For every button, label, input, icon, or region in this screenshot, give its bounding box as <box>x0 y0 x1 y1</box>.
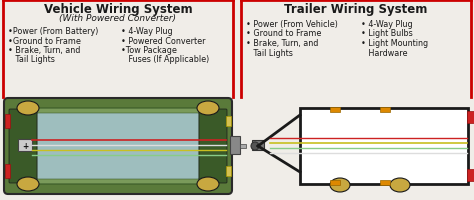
FancyBboxPatch shape <box>4 99 232 194</box>
Text: • Ground to Frame: • Ground to Frame <box>246 29 321 38</box>
Ellipse shape <box>17 177 39 191</box>
Bar <box>240 144 246 148</box>
Bar <box>467 169 474 181</box>
Text: Trailer Wiring System: Trailer Wiring System <box>284 2 428 15</box>
Bar <box>467 111 474 123</box>
Ellipse shape <box>17 101 39 115</box>
Ellipse shape <box>197 101 219 115</box>
Text: • Powered Converter: • Powered Converter <box>121 36 206 45</box>
Text: • Light Bulbs: • Light Bulbs <box>361 29 413 38</box>
Text: •Ground to Frame: •Ground to Frame <box>8 36 81 45</box>
Bar <box>330 180 340 185</box>
Text: Vehicle Wiring System: Vehicle Wiring System <box>44 2 192 15</box>
Bar <box>5 114 10 128</box>
Bar <box>226 116 231 126</box>
Bar <box>230 136 240 154</box>
Text: • Brake, Turn, and: • Brake, Turn, and <box>246 39 319 48</box>
Bar <box>380 107 390 112</box>
Circle shape <box>251 142 259 150</box>
Bar <box>380 180 390 185</box>
Text: Tail Lights: Tail Lights <box>8 55 55 64</box>
Text: • Power (From Vehicle): • Power (From Vehicle) <box>246 20 338 29</box>
Text: • Brake, Turn, and: • Brake, Turn, and <box>8 46 81 55</box>
Text: Tail Lights: Tail Lights <box>246 48 293 57</box>
Ellipse shape <box>330 178 350 192</box>
Text: (With Powered Converter): (With Powered Converter) <box>60 13 176 22</box>
Text: Fuses (If Applicable): Fuses (If Applicable) <box>121 55 209 64</box>
Text: +: + <box>22 142 28 151</box>
Text: •Tow Package: •Tow Package <box>121 46 177 55</box>
Ellipse shape <box>197 177 219 191</box>
Bar <box>226 166 231 176</box>
Bar <box>5 164 10 178</box>
Text: • 4-Way Plug: • 4-Way Plug <box>361 20 413 29</box>
Text: Hardware: Hardware <box>361 48 408 57</box>
Text: •Power (From Battery): •Power (From Battery) <box>8 27 99 36</box>
FancyBboxPatch shape <box>199 109 227 183</box>
Bar <box>18 139 32 151</box>
Bar <box>330 107 340 112</box>
Bar <box>252 140 264 150</box>
Bar <box>300 108 468 184</box>
FancyBboxPatch shape <box>28 108 208 184</box>
Text: • Light Mounting: • Light Mounting <box>361 39 428 48</box>
Ellipse shape <box>390 178 410 192</box>
Text: • 4-Way Plug: • 4-Way Plug <box>121 27 173 36</box>
FancyBboxPatch shape <box>37 113 199 179</box>
FancyBboxPatch shape <box>9 109 37 183</box>
